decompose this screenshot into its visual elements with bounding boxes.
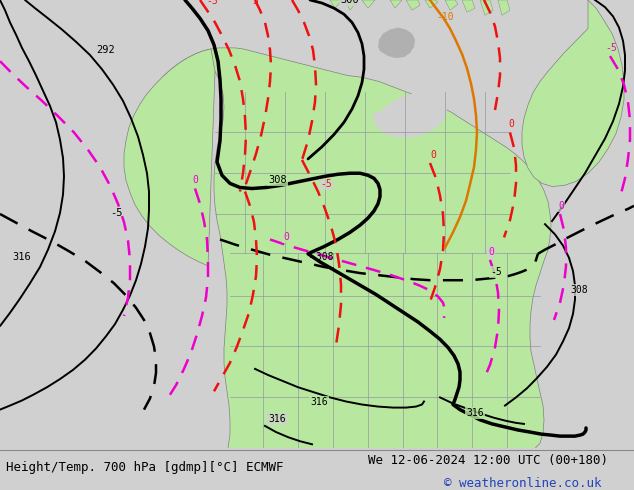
Polygon shape	[480, 0, 493, 15]
Text: -5: -5	[490, 267, 501, 277]
Text: 0: 0	[192, 175, 198, 185]
Text: 0: 0	[430, 150, 436, 160]
Text: We 12-06-2024 12:00 UTC (00+180): We 12-06-2024 12:00 UTC (00+180)	[368, 454, 608, 467]
Polygon shape	[390, 0, 402, 8]
Text: 300: 300	[340, 0, 359, 5]
Polygon shape	[124, 49, 215, 266]
Text: 308: 308	[268, 175, 287, 185]
Text: 292: 292	[96, 45, 115, 55]
Polygon shape	[362, 0, 375, 8]
Text: © weatheronline.co.uk: © weatheronline.co.uk	[444, 477, 601, 490]
Text: -5: -5	[110, 208, 122, 218]
Polygon shape	[330, 0, 342, 8]
Polygon shape	[406, 0, 420, 10]
Text: 5: 5	[252, 0, 258, 6]
Polygon shape	[345, 0, 358, 10]
Text: 0: 0	[558, 201, 564, 211]
Text: -5: -5	[605, 43, 617, 53]
Polygon shape	[425, 0, 438, 8]
Text: -5: -5	[320, 179, 332, 190]
Text: 316: 316	[12, 252, 31, 262]
Text: 0: 0	[283, 232, 289, 243]
Text: 308: 308	[570, 286, 588, 295]
Polygon shape	[163, 48, 551, 448]
Text: 316: 316	[310, 396, 328, 407]
Polygon shape	[522, 0, 624, 187]
Polygon shape	[498, 0, 510, 15]
Text: 316: 316	[466, 408, 484, 418]
Text: 316: 316	[268, 414, 286, 424]
Text: -10: -10	[436, 12, 453, 23]
Text: 0: 0	[488, 247, 494, 257]
Text: 0: 0	[508, 120, 514, 129]
Polygon shape	[462, 0, 475, 12]
Polygon shape	[378, 27, 415, 58]
Polygon shape	[373, 92, 447, 138]
Polygon shape	[445, 0, 458, 10]
Text: -5: -5	[206, 0, 217, 6]
Text: Height/Temp. 700 hPa [gdmp][°C] ECMWF: Height/Temp. 700 hPa [gdmp][°C] ECMWF	[6, 461, 284, 474]
Text: ―308: ―308	[310, 252, 333, 262]
